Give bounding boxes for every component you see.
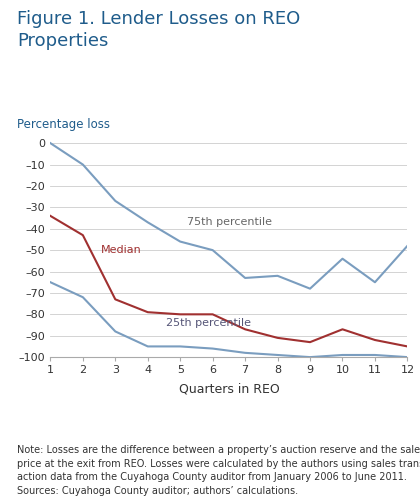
Text: 75th percentile: 75th percentile xyxy=(187,217,272,227)
X-axis label: Quarters in REO: Quarters in REO xyxy=(178,382,279,395)
Text: 25th percentile: 25th percentile xyxy=(165,318,251,328)
Text: Percentage loss: Percentage loss xyxy=(17,119,110,131)
Text: Properties: Properties xyxy=(17,32,108,50)
Text: Median: Median xyxy=(101,245,142,255)
Text: Figure 1. Lender Losses on REO: Figure 1. Lender Losses on REO xyxy=(17,10,300,28)
Text: Note: Losses are the difference between a property’s auction reserve and the sal: Note: Losses are the difference between … xyxy=(17,445,420,496)
